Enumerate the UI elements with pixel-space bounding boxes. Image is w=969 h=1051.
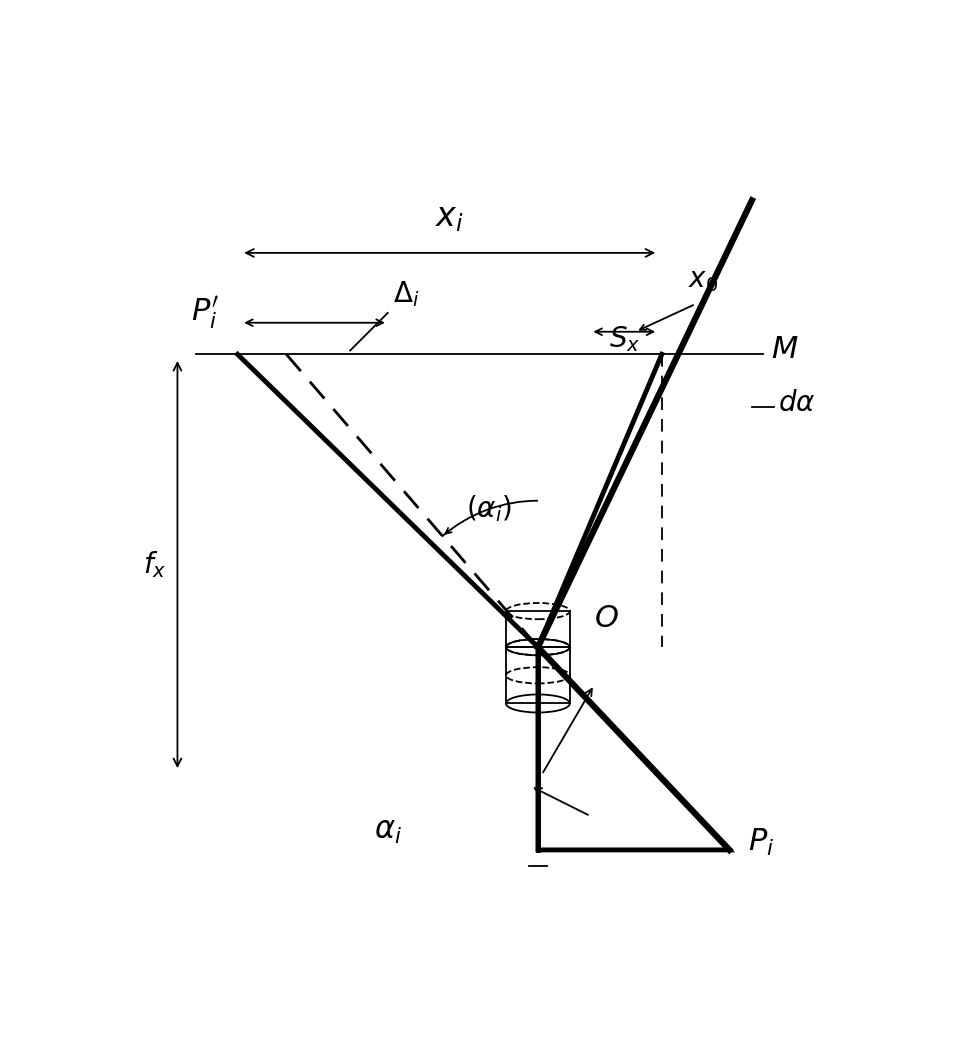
Bar [506,611,570,647]
Text: $S_x$: $S_x$ [609,325,640,354]
Text: $\alpha_i$: $\alpha_i$ [374,817,402,846]
Bar [506,647,570,703]
Text: $M$: $M$ [770,335,798,365]
Text: $f_x$: $f_x$ [142,550,167,580]
Text: $x_i$: $x_i$ [435,201,464,234]
Text: $x_0$: $x_0$ [688,266,718,294]
Text: $P_i$: $P_i$ [748,827,774,858]
Text: $\Delta_i$: $\Delta_i$ [393,280,420,309]
Text: $O$: $O$ [594,604,619,633]
Text: $d\alpha$: $d\alpha$ [778,389,816,417]
Text: $(\alpha_i)$: $(\alpha_i)$ [466,493,512,523]
Text: $P_i^{\prime}$: $P_i^{\prime}$ [191,294,219,332]
